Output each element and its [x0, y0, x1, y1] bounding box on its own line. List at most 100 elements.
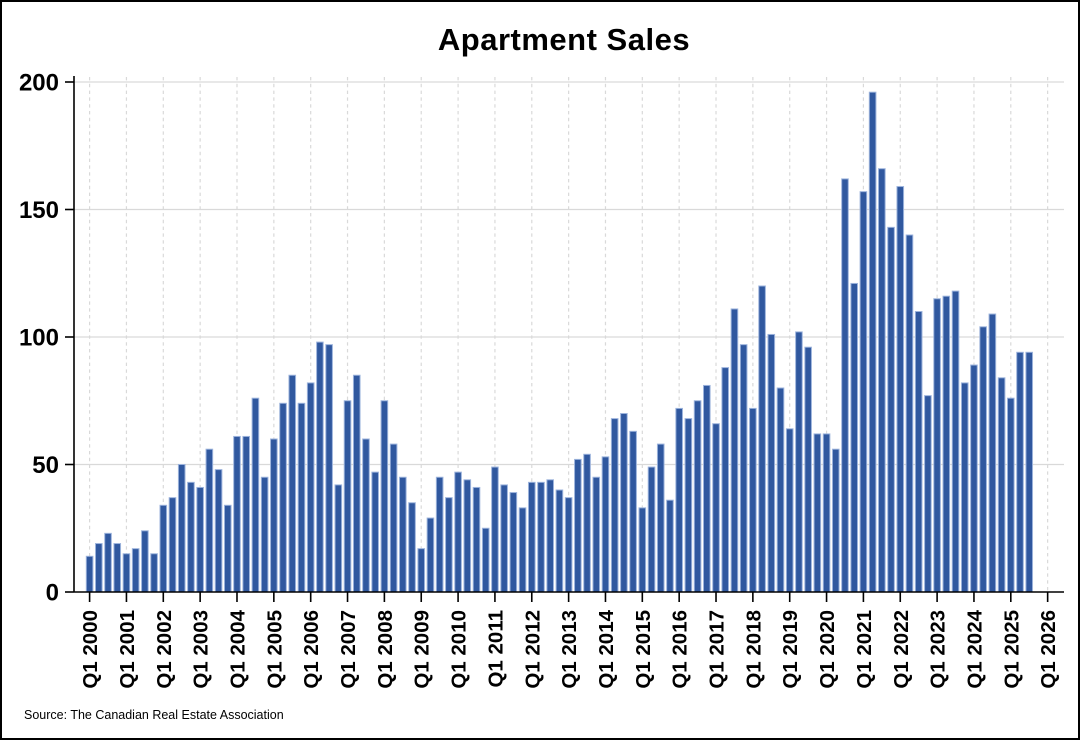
bar-q2-2010	[463, 479, 472, 593]
bar-q4-2013	[592, 476, 601, 593]
y-tick-label-150: 150	[19, 197, 59, 224]
bar-q3-2006	[325, 344, 333, 593]
bar-q4-2017	[739, 344, 748, 593]
bar-q2-2024	[979, 326, 987, 593]
bar-q4-2011	[518, 507, 527, 593]
chart-title: Apartment Sales	[437, 22, 691, 57]
source-note: Source: The Canadian Real Estate Associa…	[24, 708, 284, 722]
x-tick-label-q1-2019: Q1 2019	[779, 610, 802, 689]
bar-q2-2015	[647, 466, 656, 593]
bar-q1-2016	[675, 407, 683, 593]
bar-q2-2020	[831, 448, 840, 593]
bar-q1-2009	[417, 548, 426, 593]
bar-q1-2014	[601, 456, 610, 593]
y-tick-label-50: 50	[32, 452, 59, 479]
bar-q2-2018	[758, 285, 766, 593]
bar-q1-2006	[306, 382, 315, 593]
bar-q3-2023	[951, 290, 960, 593]
bar-q4-2000	[113, 543, 122, 593]
x-tick-label-q1-2007: Q1 2007	[337, 610, 360, 689]
bar-q1-2005	[270, 438, 278, 593]
x-tick-label-q1-2018: Q1 2018	[742, 610, 765, 689]
bar-q2-2002	[168, 497, 177, 593]
bar-q2-2025	[1016, 351, 1024, 593]
bar-q3-2005	[288, 374, 297, 593]
x-tick-label-q1-2004: Q1 2004	[226, 609, 249, 688]
bar-q3-2025	[1025, 351, 1034, 593]
bar-q3-2017	[730, 308, 739, 593]
x-tick-label-q1-2011: Q1 2011	[484, 610, 507, 688]
x-tick-label-q1-2023: Q1 2023	[927, 610, 950, 689]
x-tick-label-q1-2021: Q1 2021	[853, 610, 876, 689]
bar-q3-2002	[177, 464, 186, 593]
bar-q1-2018	[749, 407, 757, 593]
bar-q4-2008	[408, 502, 416, 593]
bar-q4-2002	[187, 481, 195, 593]
bar-q1-2015	[638, 507, 647, 593]
bar-q2-2019	[795, 331, 803, 593]
bar-q1-2003	[196, 486, 204, 593]
bar-q3-2014	[620, 413, 628, 593]
bar-q1-2002	[159, 504, 168, 593]
bar-q3-2021	[878, 168, 886, 593]
bar-q2-2023	[942, 295, 951, 593]
bar-q2-2012	[537, 481, 545, 593]
bar-q3-2022	[914, 311, 923, 593]
bar-q1-2011	[491, 466, 499, 593]
bar-q3-2012	[546, 479, 555, 593]
x-tick-label-q1-2001: Q1 2001	[116, 610, 139, 689]
bar-q1-2013	[564, 497, 573, 593]
y-tick-label-100: 100	[19, 325, 59, 352]
bar-q2-2014	[610, 418, 619, 593]
x-tick-label-q1-2006: Q1 2006	[300, 610, 323, 689]
bar-q1-2010	[454, 471, 462, 593]
bar-q1-2008	[380, 400, 389, 593]
bar-q3-2004	[251, 397, 260, 593]
bar-q1-2019	[785, 428, 794, 593]
bar-q3-2001	[141, 530, 149, 593]
x-tick-label-q1-2026: Q1 2026	[1037, 610, 1060, 689]
bar-q1-2017	[712, 423, 720, 593]
bar-q4-2006	[334, 484, 343, 593]
bar-q1-2012	[527, 481, 536, 593]
bar-q1-2022	[896, 186, 905, 593]
bar-q1-2007	[343, 400, 352, 593]
bar-q1-2001	[122, 553, 131, 593]
x-tick-label-q1-2008: Q1 2008	[374, 610, 397, 689]
bar-q4-2005	[297, 402, 306, 593]
bar-q2-2000	[95, 543, 103, 593]
x-tick-label-q1-2025: Q1 2025	[1000, 610, 1023, 689]
bar-q3-2011	[509, 492, 518, 593]
bar-q3-2016	[693, 400, 702, 593]
bar-q4-2020	[850, 282, 859, 593]
bar-q2-2001	[131, 548, 140, 593]
bar-q4-2016	[703, 384, 711, 593]
bar-q2-2006	[316, 341, 324, 593]
bar-q4-2010	[481, 527, 490, 593]
x-tick-label-q1-2017: Q1 2017	[706, 610, 729, 689]
bar-q4-2015	[666, 499, 674, 593]
bar-q3-2019	[804, 346, 812, 593]
x-tick-label-q1-2014: Q1 2014	[595, 609, 618, 688]
x-tick-label-q1-2024: Q1 2024	[963, 609, 986, 688]
bar-q3-2013	[583, 453, 591, 593]
bar-q1-2024	[970, 364, 978, 593]
bar-q2-2017	[721, 367, 730, 593]
bar-q1-2004	[233, 435, 241, 593]
bar-q2-2008	[389, 443, 398, 593]
bar-q3-2018	[767, 333, 776, 593]
x-tick-label-q1-2010: Q1 2010	[448, 610, 471, 689]
x-tick-label-q1-2013: Q1 2013	[558, 610, 581, 689]
x-tick-label-q1-2000: Q1 2000	[79, 610, 102, 689]
bar-q4-2014	[629, 430, 637, 593]
bar-q4-2004	[260, 476, 269, 593]
bar-q4-2024	[997, 377, 1006, 593]
bar-q3-2007	[362, 438, 370, 593]
x-tick-label-q1-2012: Q1 2012	[521, 610, 544, 689]
x-tick-label-q1-2015: Q1 2015	[632, 610, 655, 689]
y-tick-label-200: 200	[19, 70, 59, 97]
bar-q2-2016	[684, 418, 693, 593]
bar-q3-2010	[472, 486, 481, 593]
